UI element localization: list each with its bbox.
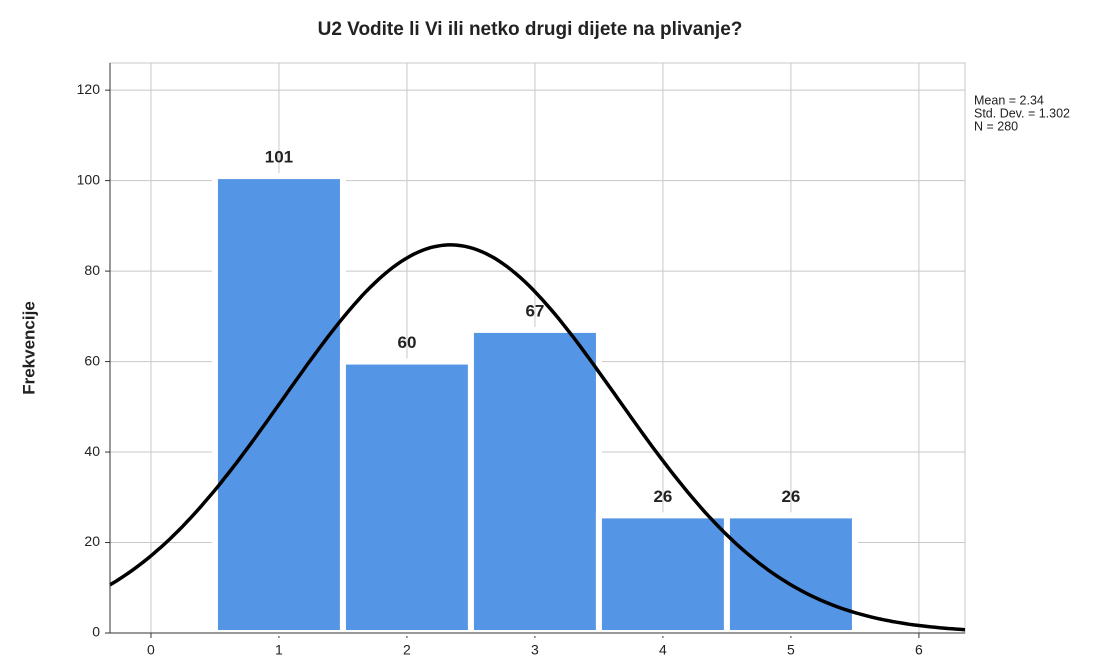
value-label: 67 [525,301,544,320]
x-tick-label: 5 [787,642,795,655]
x-tick-label: 6 [915,642,923,655]
x-tick-label: 0 [147,642,155,655]
bar [723,512,858,637]
y-tick-label: 80 [84,262,100,278]
y-tick-label: 60 [84,352,100,368]
bar [339,358,474,636]
value-label: 26 [653,487,672,506]
bar [595,512,730,637]
value-label: 101 [265,148,293,167]
normal-curve [109,243,966,632]
stat-mean: Mean = 2.34 [974,93,1044,107]
x-tick-label: 2 [403,642,411,655]
y-tick-label: 40 [84,443,100,459]
x-tick-label: 4 [659,642,667,655]
stat-n: N = 280 [974,119,1018,133]
x-tick-label: 3 [531,642,539,655]
chart-title: U2 Vodite li Vi ili netko drugi dijete n… [318,19,743,40]
y-tick-label: 100 [77,171,101,187]
y-tick-label: 20 [84,533,100,549]
bar [467,326,602,636]
y-tick-label: 0 [92,624,100,640]
stat-std-dev: Std. Dev. = 1.302 [974,106,1070,120]
y-tick-label: 120 [77,81,101,97]
x-tick-label: 1 [275,642,283,655]
value-label: 60 [397,333,416,352]
value-label: 26 [781,487,800,506]
y-axis-label: Frekvencije [19,301,38,395]
